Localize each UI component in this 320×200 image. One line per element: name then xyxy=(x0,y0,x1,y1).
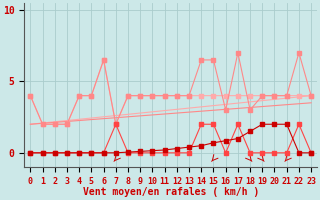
X-axis label: Vent moyen/en rafales ( km/h ): Vent moyen/en rafales ( km/h ) xyxy=(83,187,259,197)
